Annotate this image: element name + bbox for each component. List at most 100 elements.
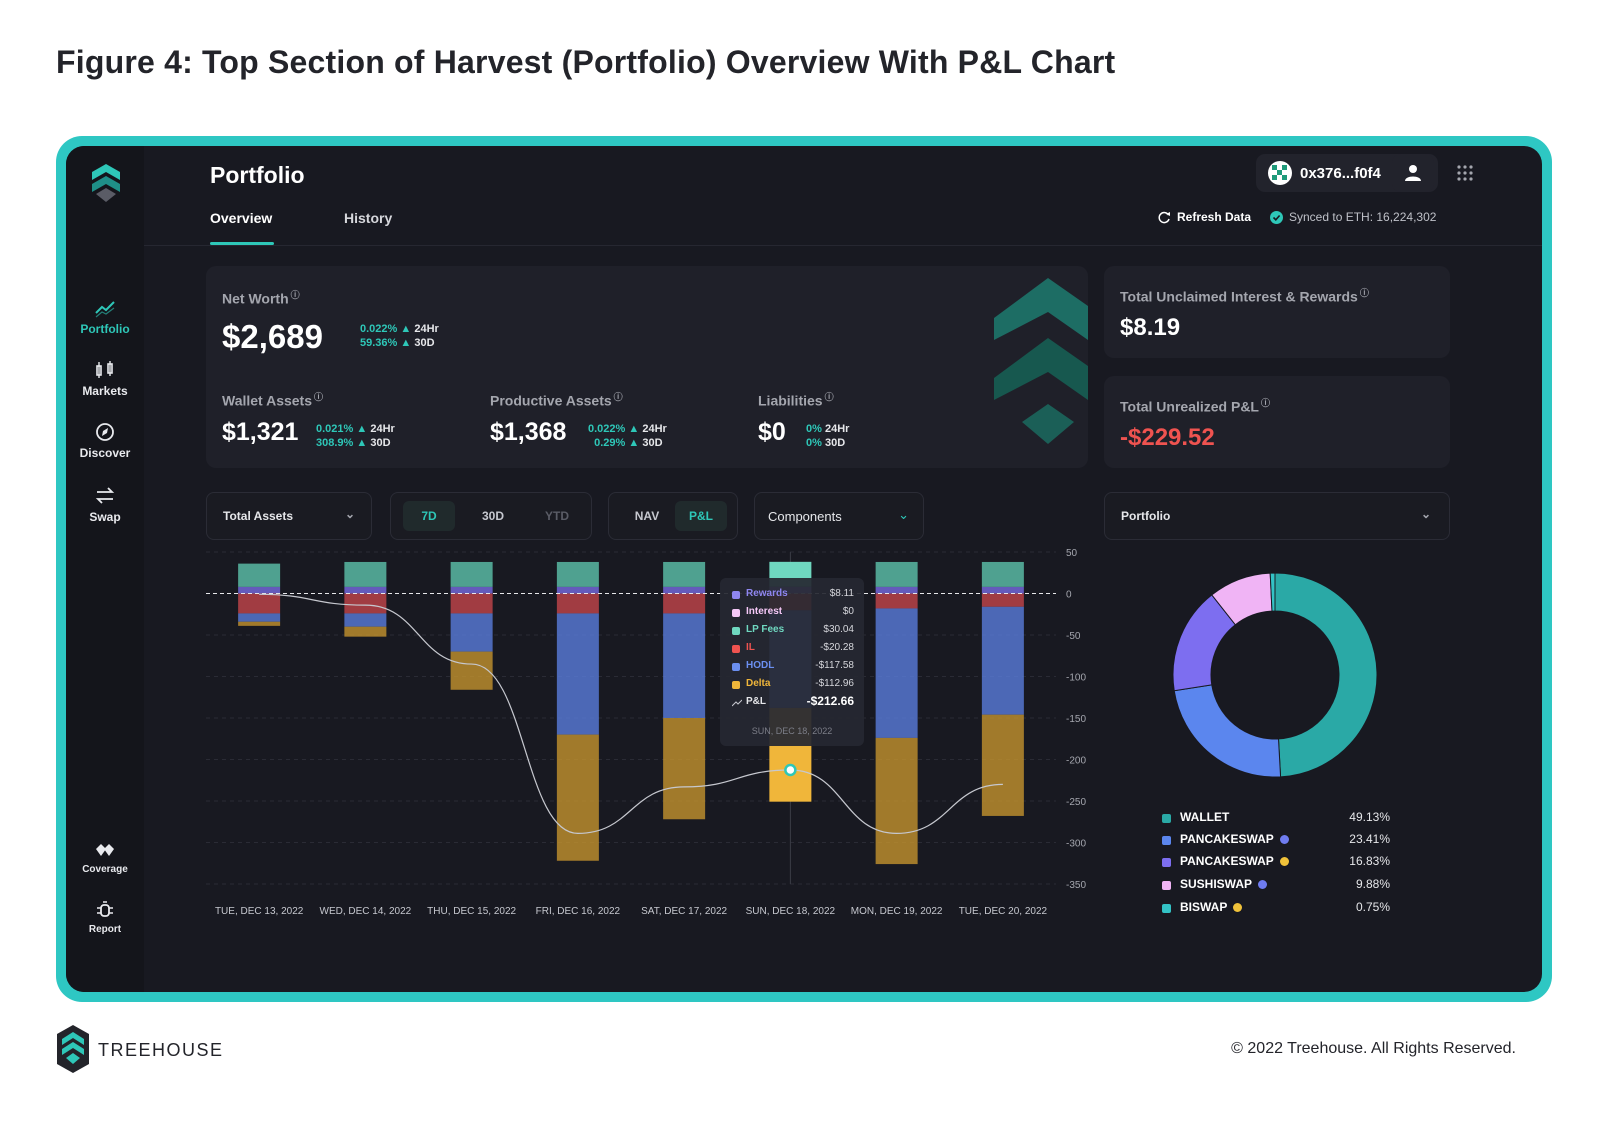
- x-tick-label: FRI, DEC 16, 2022: [536, 906, 621, 917]
- ethereum-chain-icon: [1258, 880, 1268, 889]
- productive-assets-value: $1,368: [490, 418, 567, 446]
- x-tick-label: SUN, DEC 18, 2022: [746, 906, 836, 917]
- components-select[interactable]: Components ⌄: [754, 492, 924, 540]
- range-7d[interactable]: 7D: [403, 501, 455, 531]
- bar-segment: [344, 561, 387, 587]
- sidebar-item-portfolio[interactable]: Portfolio: [66, 298, 144, 336]
- bnb-chain-icon: [1233, 903, 1243, 912]
- mode-pnl[interactable]: P&L: [675, 501, 727, 531]
- active-tab-indicator: [210, 242, 274, 245]
- y-tick-label: -100: [1066, 673, 1086, 684]
- legend-item-pancakeswap-2: PANCAKESWAP 16.83%: [1162, 854, 1390, 872]
- bar-segment: [238, 563, 281, 587]
- tab-history[interactable]: History: [344, 210, 393, 226]
- bug-report-icon: [97, 901, 113, 917]
- bar-segment: [344, 593, 387, 614]
- sidebar-item-label: Coverage: [82, 864, 128, 875]
- tooltip-row-hodl: HODL -$117.58: [732, 660, 854, 676]
- bar-segment: [238, 613, 281, 622]
- liabilities-change: 0% 24Hr 0% 30D: [806, 423, 850, 449]
- productive-assets-change: 0.022% ▲ 24Hr 0.29% ▲ 30D: [588, 423, 667, 449]
- refresh-data-button[interactable]: Refresh Data: [1158, 210, 1251, 224]
- bar-segment: [663, 613, 706, 718]
- productive-assets-label: Productive Assets ⓘ: [490, 392, 623, 409]
- bar-segment: [238, 586, 281, 594]
- ethereum-chain-icon: [1279, 835, 1289, 844]
- treehouse-logo[interactable]: [86, 160, 126, 204]
- legend-swatch: [732, 663, 740, 671]
- assets-select[interactable]: Total Assets ⌄: [206, 492, 372, 540]
- user-icon: [1405, 165, 1421, 181]
- liabilities-label: Liabilities ⓘ: [758, 392, 834, 409]
- y-tick-label: -250: [1066, 797, 1086, 808]
- legend-item-wallet: WALLET 49.13%: [1162, 810, 1390, 828]
- sidebar-item-coverage[interactable]: Coverage: [66, 840, 144, 875]
- sidebar-item-label: Report: [88, 924, 122, 935]
- refresh-icon: [1158, 211, 1170, 223]
- sidebar: Portfolio Markets Discover Swap: [66, 146, 144, 992]
- wallet-assets-value: $1,321: [222, 418, 299, 446]
- bar-segment: [875, 561, 918, 587]
- range-30d[interactable]: 30D: [481, 509, 504, 523]
- bar-segment: [981, 593, 1024, 607]
- x-tick-label: WED, DEC 14, 2022: [320, 906, 412, 917]
- range-ytd[interactable]: YTD: [545, 509, 569, 523]
- legend-swatch: [1162, 904, 1171, 913]
- legend-swatch: [1162, 836, 1171, 845]
- sync-label: Synced to ETH: 16,224,302: [1289, 210, 1437, 224]
- chart-tooltip: Rewards $8.11 Interest $0 LP Fees $30.04…: [720, 578, 864, 746]
- legend-swatch: [732, 627, 740, 635]
- bar-segment: [875, 737, 918, 865]
- unrealized-label: Total Unrealized P&L ⓘ: [1120, 398, 1270, 415]
- sidebar-item-swap[interactable]: Swap: [66, 486, 144, 524]
- bar-segment: [663, 718, 706, 820]
- bar-segment: [875, 608, 918, 738]
- y-tick-label: -150: [1066, 714, 1086, 725]
- tooltip-row-lp-fees: LP Fees $30.04: [732, 624, 854, 640]
- liabilities-value: $0: [758, 418, 786, 446]
- refresh-label: Refresh Data: [1177, 210, 1252, 224]
- tab-overview[interactable]: Overview: [210, 210, 273, 226]
- compass-icon: [96, 423, 114, 441]
- bar-segment: [556, 613, 599, 735]
- bar-segment: [981, 561, 1024, 587]
- y-tick-label: -350: [1066, 880, 1086, 891]
- sidebar-item-report[interactable]: Report: [66, 900, 144, 935]
- y-tick-label: 0: [1066, 590, 1072, 601]
- net-worth-card: Net Worth ⓘ $2,689 0.022% ▲ 24Hr 59.36% ▲…: [206, 266, 1088, 468]
- check-circle-icon: [1270, 210, 1283, 224]
- unrealized-pnl-card: Total Unrealized P&L ⓘ -$229.52: [1104, 376, 1450, 468]
- sidebar-item-label: Swap: [89, 510, 121, 524]
- bar-segment: [450, 561, 493, 587]
- donut-slice: [1274, 572, 1378, 778]
- bar-segment: [238, 593, 281, 614]
- bar-segment: [556, 586, 599, 594]
- bar-segment: [344, 626, 387, 637]
- portfolio-select[interactable]: Portfolio ⌄: [1104, 492, 1450, 540]
- bar-segment: [663, 593, 706, 614]
- range-toggle: 7D 30D YTD: [390, 492, 592, 540]
- sidebar-item-discover[interactable]: Discover: [66, 422, 144, 460]
- wallet-assets-label: Wallet Assets ⓘ: [222, 392, 324, 409]
- figure-title: Figure 4: Top Section of Harvest (Portfo…: [56, 44, 1116, 80]
- bar-segment: [981, 586, 1024, 594]
- bar-segment: [556, 593, 599, 614]
- bar-segment: [875, 586, 918, 594]
- x-tick-label: MON, DEC 19, 2022: [851, 906, 943, 917]
- sidebar-item-label: Discover: [79, 446, 131, 460]
- legend-swatch: [732, 681, 740, 689]
- bnb-chain-icon: [1279, 857, 1289, 866]
- header-divider: [144, 245, 1542, 246]
- pnl-line: [259, 593, 1003, 834]
- chevron-down-icon: ⌄: [1420, 507, 1431, 521]
- bar-segment: [556, 561, 599, 587]
- copyright-notice: © 2022 Treehouse. All Rights Reserved.: [1231, 1040, 1516, 1057]
- bar-segment: [981, 714, 1024, 816]
- apps-grid-icon[interactable]: [1456, 164, 1474, 182]
- chevron-down-icon: ⌄: [898, 507, 909, 522]
- legend-item-biswap: BISWAP 0.75%: [1162, 900, 1390, 918]
- mode-nav[interactable]: NAV: [634, 509, 660, 523]
- bar-segment: [663, 586, 706, 594]
- sidebar-item-markets[interactable]: Markets: [66, 360, 144, 398]
- account-button[interactable]: [1392, 154, 1434, 192]
